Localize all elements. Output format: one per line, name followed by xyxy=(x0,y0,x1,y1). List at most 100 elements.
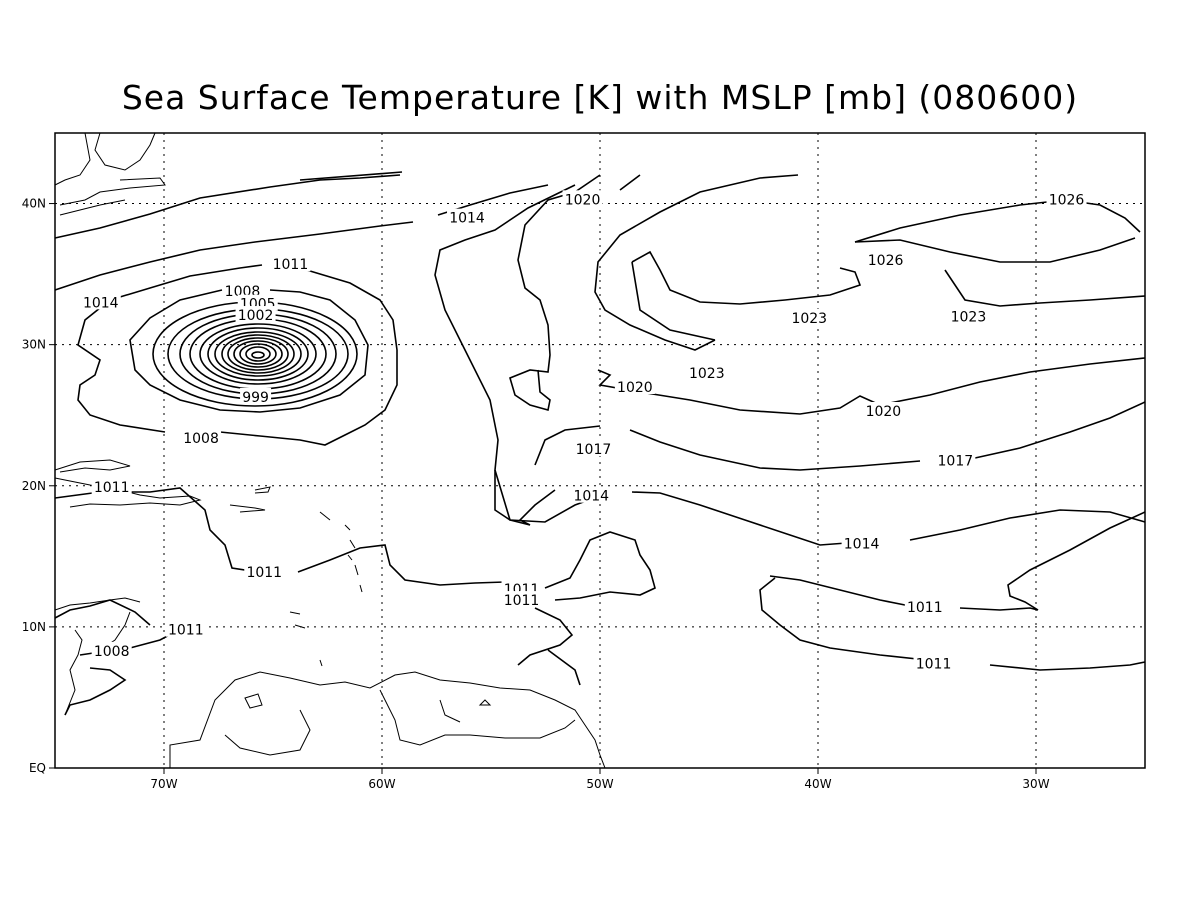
isobar-1017 xyxy=(434,184,1146,526)
contour-label-text: 999 xyxy=(242,390,269,406)
grid-lines xyxy=(55,133,1145,768)
tick-label-lon: 30W xyxy=(1022,777,1049,791)
isobars xyxy=(54,171,1146,716)
isobar-low-8 xyxy=(214,331,302,377)
contour-label: 1011 xyxy=(165,620,206,639)
contour-label-bg xyxy=(865,251,906,267)
tick-label-lat: 40N xyxy=(22,197,46,211)
contour-label-text: 1008 xyxy=(183,431,219,447)
contour-label-bg xyxy=(1046,190,1087,207)
contour-label: 1002 xyxy=(235,306,276,324)
contour-label: 1014 xyxy=(447,208,488,227)
contour-label-bg xyxy=(181,428,222,445)
coastline-cuba xyxy=(54,459,271,513)
contour-label-text: 1020 xyxy=(866,404,902,420)
contour-labels: 1026 1026 1023 1023 1023 1020 1020 1020 1017 1017… xyxy=(80,190,1087,673)
contour-label-text: 1023 xyxy=(951,309,987,325)
contour-label: 1014 xyxy=(80,293,121,311)
contour-label-text: 1014 xyxy=(573,489,609,505)
tick-label-lat: EQ xyxy=(29,761,46,775)
contour-label: 1011 xyxy=(501,591,542,609)
isobar-1020 xyxy=(594,174,1146,415)
contour-label: 1023 xyxy=(948,307,989,325)
contour-label: 999 xyxy=(240,387,272,406)
contour-label-bg xyxy=(91,641,132,658)
contour-label-text: 1017 xyxy=(938,453,974,469)
axis-ticks: 70W 60W 50W 40W 30W EQ 10N 20N 30N 40N xyxy=(22,197,1050,791)
contour-label: 1011 xyxy=(904,598,945,616)
isobar-1023-inner xyxy=(631,250,862,305)
contour-label-bg xyxy=(447,208,488,225)
contour-label: 1011 xyxy=(91,478,132,496)
isobar-1026-north xyxy=(854,199,1141,243)
isobar-low-11 xyxy=(233,340,283,368)
isobar-1011-east xyxy=(769,511,1146,611)
contour-label: 1017 xyxy=(935,451,976,469)
contour-label-text: 1002 xyxy=(238,308,274,324)
contour-label-text: 1014 xyxy=(83,295,119,311)
tick-label-lon: 60W xyxy=(368,777,395,791)
contour-label-bg xyxy=(165,620,206,637)
contour-label-text: 1014 xyxy=(449,211,485,227)
contour-label-bg xyxy=(240,387,272,404)
isobar-low-13 xyxy=(245,346,271,362)
contour-label-text: 1011 xyxy=(916,657,952,673)
contour-label-bg xyxy=(614,378,655,394)
isobar-1020-west xyxy=(509,174,641,412)
contour-label-bg xyxy=(686,363,727,380)
isobar-1011-southeast xyxy=(759,577,1146,671)
isobar-1023-right xyxy=(944,269,1146,307)
isobar-1014 xyxy=(54,171,1146,546)
contour-label: 1011 xyxy=(244,562,285,581)
contour-label: 1011 xyxy=(913,654,954,673)
tick-label-lat: 30N xyxy=(22,338,46,352)
contour-label-text: 1020 xyxy=(617,380,653,396)
contour-label-text: 1011 xyxy=(94,480,130,496)
contour-label-bg xyxy=(80,293,121,310)
contour-label-text: 1011 xyxy=(168,623,204,639)
contour-label: 1026 xyxy=(865,251,906,269)
tick-label-lon: 40W xyxy=(804,777,831,791)
contour-label: 1017 xyxy=(573,440,614,458)
isobar-low-7 xyxy=(207,327,309,381)
contour-label-bg xyxy=(789,308,830,325)
contour-label: 1008 xyxy=(181,428,222,447)
contour-label-text: 1020 xyxy=(565,192,601,208)
contour-label-text: 1017 xyxy=(576,442,612,458)
contour-label-bg xyxy=(904,598,945,615)
isobar-low-9 xyxy=(221,334,295,374)
contour-label-bg xyxy=(501,591,542,608)
contour-label-bg xyxy=(948,307,989,324)
contour-label-bg xyxy=(913,654,954,671)
coastlines xyxy=(54,132,606,769)
coastline-south-america xyxy=(169,671,606,769)
contour-label-bg xyxy=(91,478,132,495)
contour-label-bg xyxy=(863,401,904,418)
contour-label-bg xyxy=(270,255,311,272)
contour-label: 1020 xyxy=(562,190,603,208)
contour-label: 1023 xyxy=(686,363,727,382)
contour-label-text: 1011 xyxy=(273,257,309,273)
isobar-low-6 xyxy=(199,323,317,385)
contour-label: 1020 xyxy=(614,378,655,396)
contour-label-bg xyxy=(562,190,603,207)
coastline-northeast xyxy=(54,132,166,216)
map-title: Sea Surface Temperature [K] with MSLP [m… xyxy=(121,78,1079,117)
isobar-1011-low xyxy=(77,264,398,446)
contour-label-text: 1026 xyxy=(1049,192,1085,208)
isobar-1011-mid xyxy=(517,607,581,686)
contour-label-text: 1011 xyxy=(907,600,943,616)
contour-label-bg xyxy=(244,562,285,579)
contour-label-bg xyxy=(235,306,276,323)
contour-label: 1026 xyxy=(1046,190,1087,208)
isobar-1023-left xyxy=(631,261,716,341)
contour-label: 1008 xyxy=(91,641,132,660)
coastline-antilles xyxy=(289,511,363,667)
contour-label-text: 1008 xyxy=(94,644,130,660)
contour-label-text: 1014 xyxy=(844,537,880,553)
contour-label: 1014 xyxy=(571,486,612,505)
isobar-1008-low xyxy=(129,289,369,413)
contour-label-text: 1011 xyxy=(504,593,540,609)
contour-label-bg xyxy=(571,486,612,503)
